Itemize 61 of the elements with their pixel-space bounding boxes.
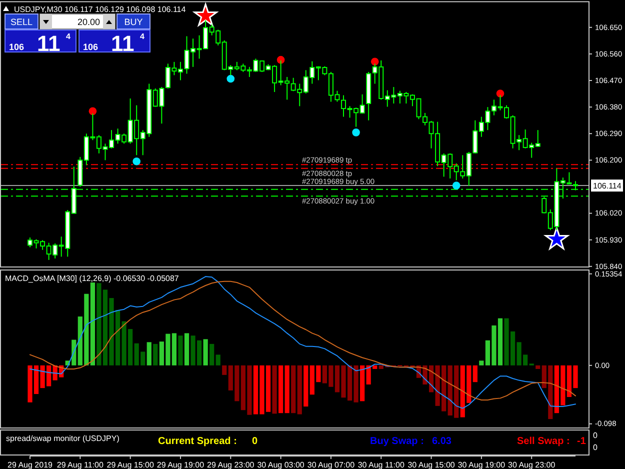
point — [352, 128, 360, 136]
bar — [360, 365, 365, 402]
point — [496, 90, 504, 98]
bar — [479, 360, 484, 366]
bar — [216, 354, 220, 366]
annotation: 11 — [37, 31, 60, 56]
bar — [178, 336, 183, 366]
bar — [284, 365, 290, 414]
x-tick-label: 30 Aug 03:00 — [257, 460, 305, 469]
x-tick-label: 29 Aug 15:00 — [106, 460, 154, 469]
bar — [184, 333, 190, 366]
text: -1 — [577, 436, 586, 447]
x-tick-label: 29 Aug 19:00 — [156, 460, 205, 469]
text: spread/swap monitor (USDJPY) — [6, 434, 120, 443]
point — [452, 182, 460, 190]
text: MACD_OsMA [M30] (12,26,9) -0.06530 -0.05087 — [5, 274, 180, 283]
text: 106 — [9, 42, 24, 52]
annotation: 4 — [66, 32, 71, 41]
bar — [536, 365, 540, 369]
annotation: 106 — [83, 42, 98, 52]
text: 6.03 — [432, 436, 452, 447]
bar — [472, 365, 478, 382]
x-tick-label: 30 Aug 23:00 — [508, 460, 556, 469]
bar — [222, 365, 227, 375]
bar — [210, 344, 214, 366]
annotation: 4 — [140, 32, 145, 41]
bar — [304, 365, 308, 407]
text: 0 — [593, 431, 598, 440]
x-tick-label: 29 Aug 11:00 — [56, 460, 104, 469]
bar — [272, 365, 277, 414]
point — [544, 226, 568, 250]
annotation: SELL — [10, 17, 33, 27]
x-tick-label: 30 Aug 11:00 — [358, 460, 405, 469]
point — [194, 4, 218, 26]
point — [370, 58, 379, 66]
text: Buy Swap : — [370, 436, 424, 447]
bar — [172, 333, 177, 366]
annotation: 20.00 — [77, 17, 100, 27]
text: Current Spread : — [158, 436, 237, 447]
bar — [297, 365, 302, 414]
x-tick-label: 30 Aug 07:00 — [307, 460, 356, 469]
point — [276, 56, 285, 64]
bar — [203, 339, 208, 366]
annotation: BUY — [124, 17, 143, 27]
annotation: 11 — [111, 31, 134, 56]
point — [88, 107, 97, 116]
chart-title: USDJPY,M30 106.117 106.129 106.098 106.114 — [14, 5, 186, 14]
text: Sell Swap : — [517, 436, 570, 447]
point — [132, 157, 140, 166]
bar — [153, 344, 158, 366]
x-tick-label: 29 Aug 23:00 — [207, 460, 255, 469]
text: 0 — [593, 443, 598, 452]
x-tick-label: 29 Aug 2019 — [8, 460, 54, 469]
point — [226, 74, 235, 83]
bar — [291, 365, 296, 414]
x-tick-label: 30 Aug 19:00 — [458, 460, 506, 469]
bar — [90, 282, 95, 366]
bar — [278, 365, 284, 414]
x-tick-label: 30 Aug 15:00 — [408, 460, 456, 469]
bar — [146, 342, 152, 366]
text: 0 — [252, 436, 258, 447]
